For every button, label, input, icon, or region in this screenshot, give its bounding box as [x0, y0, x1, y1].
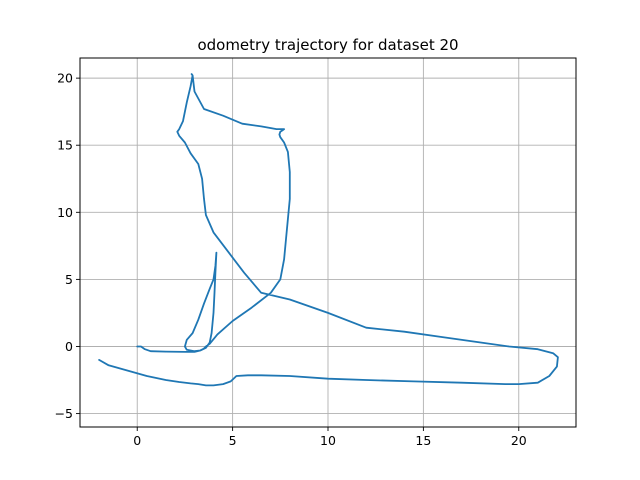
x-tick-label: 0 [133, 433, 141, 448]
grid-lines [80, 58, 576, 427]
y-tick-label: −5 [55, 406, 73, 421]
y-tick-label: 5 [65, 272, 73, 287]
y-tick-label: 20 [57, 71, 73, 86]
x-tick-label: 10 [320, 433, 336, 448]
trajectory-line [98, 73, 559, 387]
x-tick-label: 15 [415, 433, 431, 448]
chart-title: odometry trajectory for dataset 20 [197, 36, 458, 54]
y-tick-label: 10 [57, 205, 73, 220]
y-tick-label: 15 [57, 138, 73, 153]
series-layer [98, 73, 559, 387]
x-tick-label: 5 [229, 433, 237, 448]
y-tick-label: 0 [65, 339, 73, 354]
axis-ticks: 0 5 10 15 20 −5 0 5 10 15 20 [55, 71, 527, 448]
x-tick-label: 20 [511, 433, 527, 448]
